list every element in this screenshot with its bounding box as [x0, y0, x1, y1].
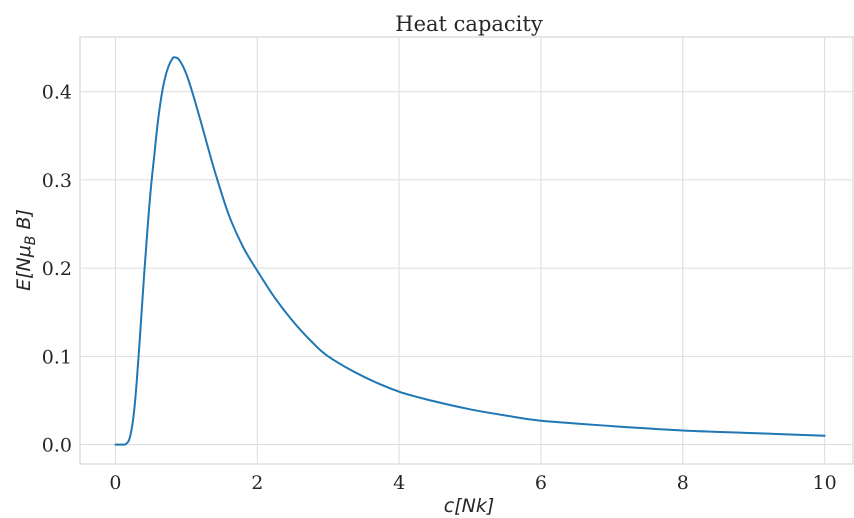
- plot-area: [79, 36, 854, 465]
- y-tick-label: 0.3: [42, 170, 72, 192]
- grid-lines: [80, 37, 853, 464]
- chart-title: Heat capacity: [395, 12, 543, 36]
- x-tick-label: 0: [109, 472, 121, 494]
- x-tick-label: 2: [251, 472, 263, 494]
- y-tick-label: 0.1: [42, 346, 72, 368]
- x-tick-label: 8: [677, 472, 689, 494]
- x-tick-label: 10: [813, 472, 837, 494]
- x-tick-label: 6: [535, 472, 547, 494]
- y-tick-label: 0.4: [42, 82, 72, 104]
- y-axis-label: E[NμB B]: [13, 209, 39, 291]
- y-tick-label: 0.0: [42, 435, 72, 457]
- x-axis-label: c[Nk]: [444, 495, 495, 517]
- x-tick-label: 4: [393, 472, 405, 494]
- x-tick-labels: 0 2 4 6 8 10: [109, 472, 836, 494]
- y-tick-labels: 0.0 0.1 0.2 0.3 0.4: [42, 82, 72, 457]
- y-tick-label: 0.2: [42, 258, 72, 280]
- heat-capacity-line: [114, 56, 826, 446]
